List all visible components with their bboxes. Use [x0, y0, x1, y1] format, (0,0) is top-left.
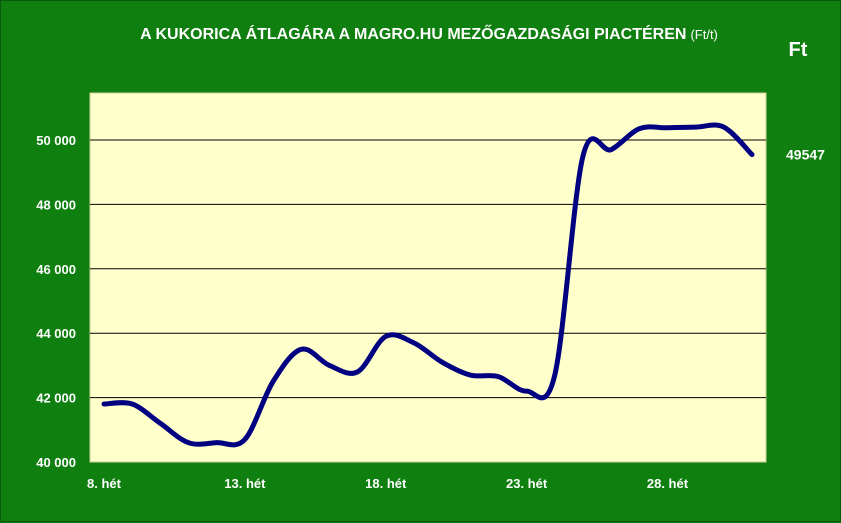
data-point — [582, 155, 584, 157]
data-point — [441, 361, 443, 363]
data-point — [610, 149, 612, 151]
grid-lines — [90, 139, 766, 399]
data-point — [244, 438, 246, 440]
x-tick-label: 28. hét — [647, 476, 689, 491]
x-tick-label: 8. hét — [87, 476, 122, 491]
data-point — [159, 422, 161, 424]
data-point — [357, 371, 359, 373]
data-point — [695, 126, 697, 128]
data-point — [526, 390, 528, 392]
data-point — [272, 381, 274, 382]
x-tick-label: 18. hét — [365, 476, 407, 491]
data-point — [131, 403, 133, 405]
y-tick-label: 46 000 — [36, 262, 76, 277]
x-tick-label: 23. hét — [506, 476, 548, 491]
x-tick-label: 13. hét — [224, 476, 266, 491]
chart-title: A KUKORICA ÁTLAGÁRA A MAGRO.HU MEZŐGAZDA… — [140, 24, 718, 43]
y-tick-label: 42 000 — [36, 391, 76, 406]
y-tick-label: 44 000 — [36, 326, 76, 341]
data-point — [328, 364, 330, 366]
end-value-label: 49547 — [786, 147, 825, 163]
data-point — [385, 335, 387, 337]
data-point — [300, 348, 302, 350]
data-point — [497, 376, 499, 378]
data-point — [469, 374, 471, 376]
data-point — [638, 128, 640, 130]
data-point — [666, 127, 668, 129]
y-axis-label: Ft — [789, 39, 808, 61]
y-tick-label: 50 000 — [36, 133, 76, 148]
plot-area — [89, 92, 767, 463]
data-point — [188, 442, 190, 444]
data-point — [554, 374, 556, 376]
data-point — [751, 154, 753, 156]
y-tick-label: 48 000 — [36, 197, 76, 212]
series-points — [103, 126, 753, 444]
x-tick-labels: 8. hét 13. hét 18. hét 23. hét 28. hét — [87, 476, 689, 491]
data-point — [216, 442, 218, 444]
y-tick-labels: 40 000 42 000 44 000 46 000 48 000 50 000 — [36, 133, 76, 470]
data-point — [103, 403, 105, 405]
chart-title-main: A KUKORICA ÁTLAGÁRA A MAGRO.HU MEZŐGAZDA… — [140, 24, 686, 43]
data-point — [413, 342, 415, 344]
data-point — [723, 126, 725, 128]
chart-title-unit: (Ft/t) — [690, 27, 717, 42]
y-tick-label: 40 000 — [36, 455, 76, 470]
